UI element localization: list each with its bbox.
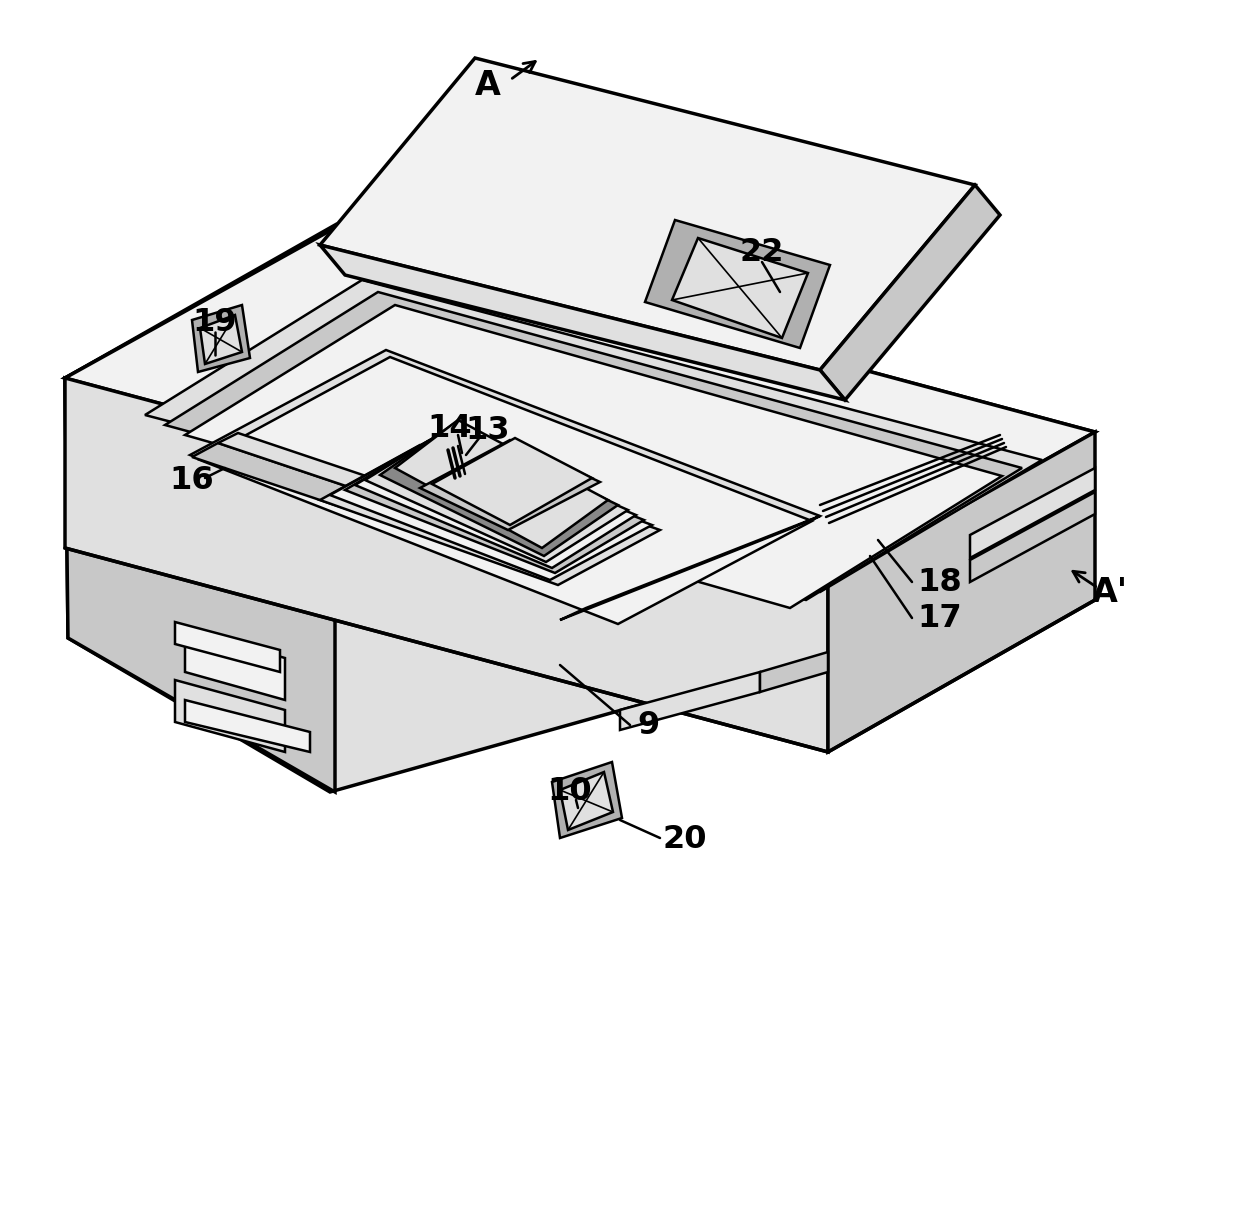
Polygon shape — [64, 378, 828, 792]
Polygon shape — [64, 228, 1095, 582]
Polygon shape — [145, 280, 1042, 593]
Polygon shape — [620, 671, 760, 731]
Polygon shape — [672, 238, 808, 338]
Polygon shape — [420, 440, 600, 530]
Text: 19: 19 — [192, 307, 237, 338]
Polygon shape — [218, 432, 580, 558]
Polygon shape — [432, 439, 591, 525]
Polygon shape — [200, 315, 242, 363]
Polygon shape — [185, 630, 285, 700]
Polygon shape — [396, 420, 608, 548]
Polygon shape — [828, 432, 1095, 752]
Polygon shape — [560, 516, 820, 620]
Polygon shape — [365, 430, 627, 562]
Text: 9: 9 — [637, 710, 660, 740]
Polygon shape — [64, 228, 1095, 582]
Text: A': A' — [1092, 575, 1128, 609]
Polygon shape — [64, 378, 828, 752]
Polygon shape — [165, 292, 1022, 600]
Polygon shape — [560, 772, 613, 830]
Polygon shape — [645, 221, 830, 347]
Polygon shape — [760, 652, 828, 692]
Polygon shape — [175, 622, 280, 671]
Polygon shape — [552, 763, 622, 838]
Polygon shape — [185, 306, 1002, 609]
Polygon shape — [345, 439, 644, 573]
Polygon shape — [192, 306, 250, 372]
Text: 16: 16 — [170, 464, 215, 495]
Polygon shape — [185, 700, 310, 752]
Text: 13: 13 — [466, 414, 510, 446]
Polygon shape — [355, 434, 636, 568]
Polygon shape — [320, 245, 844, 400]
Text: 14: 14 — [428, 413, 472, 444]
Text: A: A — [475, 69, 501, 101]
Polygon shape — [320, 58, 975, 370]
Polygon shape — [175, 680, 285, 752]
Text: 22: 22 — [740, 237, 784, 267]
Text: 18: 18 — [918, 567, 962, 598]
Polygon shape — [820, 185, 999, 400]
Polygon shape — [190, 350, 820, 620]
Text: 10: 10 — [548, 776, 593, 807]
Polygon shape — [64, 225, 335, 792]
Polygon shape — [330, 441, 652, 580]
Polygon shape — [970, 468, 1095, 558]
Polygon shape — [970, 492, 1095, 582]
Polygon shape — [200, 357, 812, 623]
Polygon shape — [192, 444, 560, 572]
Text: 20: 20 — [662, 824, 707, 855]
Polygon shape — [320, 445, 660, 585]
Polygon shape — [379, 425, 618, 556]
Text: 17: 17 — [918, 602, 962, 633]
